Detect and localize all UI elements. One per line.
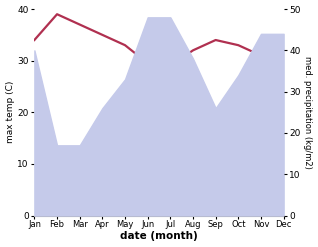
X-axis label: date (month): date (month)	[120, 231, 198, 242]
Y-axis label: med. precipitation (kg/m2): med. precipitation (kg/m2)	[303, 56, 313, 169]
Y-axis label: max temp (C): max temp (C)	[5, 81, 15, 144]
